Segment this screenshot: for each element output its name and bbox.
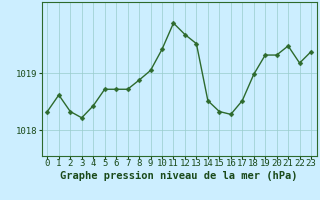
X-axis label: Graphe pression niveau de la mer (hPa): Graphe pression niveau de la mer (hPa) bbox=[60, 171, 298, 181]
